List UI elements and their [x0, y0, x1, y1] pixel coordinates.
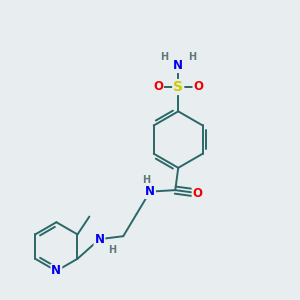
- Text: H: H: [160, 52, 168, 62]
- Text: O: O: [153, 80, 163, 94]
- Text: N: N: [94, 233, 104, 246]
- Text: S: S: [173, 80, 183, 94]
- Text: H: H: [108, 245, 116, 256]
- Text: N: N: [173, 59, 183, 72]
- Text: O: O: [193, 187, 202, 200]
- Text: H: H: [142, 175, 151, 185]
- Text: O: O: [194, 80, 203, 94]
- Text: H: H: [188, 52, 196, 62]
- Text: N: N: [145, 185, 155, 198]
- Text: N: N: [51, 265, 62, 278]
